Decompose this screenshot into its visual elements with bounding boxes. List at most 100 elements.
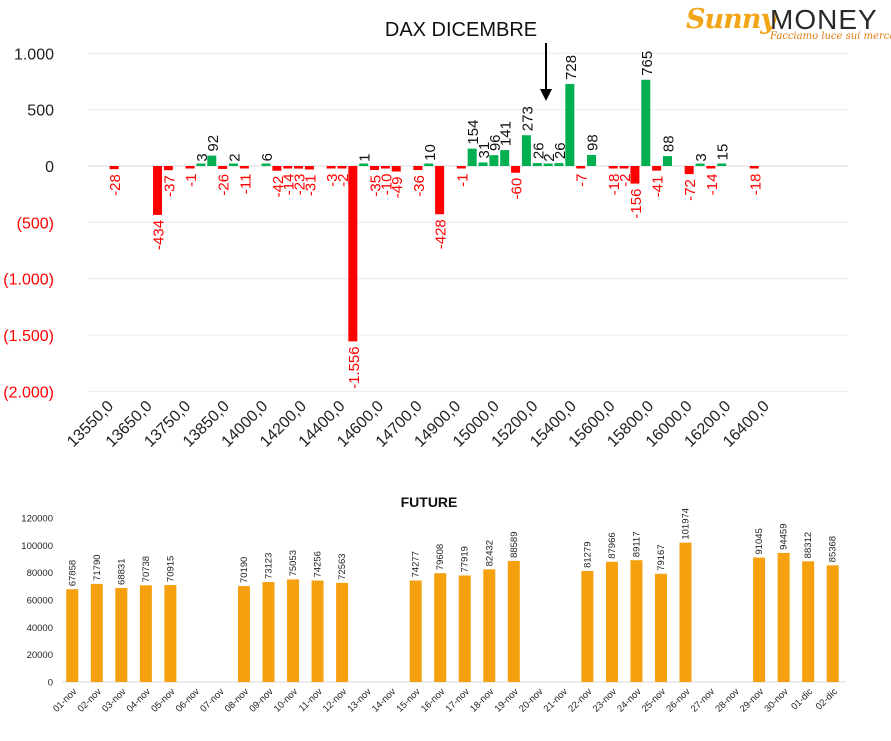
future-data-label: 88589 <box>509 532 520 558</box>
dax-bar <box>435 166 445 215</box>
dax-data-label: -36 <box>411 175 428 197</box>
dax-bar <box>456 166 466 169</box>
dax-data-label: -35 <box>368 175 385 197</box>
future-bar <box>262 582 275 682</box>
future-data-label: 74277 <box>411 551 422 577</box>
future-x-tick-label: 30-nov <box>762 686 790 714</box>
future-bar <box>409 580 422 682</box>
future-data-label: 91045 <box>754 528 765 554</box>
dax-data-label: 3 <box>194 153 211 161</box>
future-bar <box>164 585 177 682</box>
dax-bar <box>424 163 434 166</box>
future-x-tick-label: 02-dic <box>814 686 840 712</box>
future-x-tick-label: 09-nov <box>247 686 275 714</box>
dax-data-label: 1 <box>357 154 374 162</box>
future-x-tick-label: 01-nov <box>51 686 79 714</box>
future-x-tick-label: 20-nov <box>517 686 545 714</box>
dax-data-label: 2 <box>541 153 558 161</box>
dax-data-label: -3 <box>324 174 341 187</box>
dax-data-label: -26 <box>216 174 233 196</box>
dax-data-label: 88 <box>660 135 677 152</box>
dax-data-label: -42 <box>270 176 287 198</box>
dax-bar <box>304 166 314 170</box>
future-data-label: 72563 <box>337 553 348 579</box>
dax-bar <box>521 135 531 166</box>
future-bar <box>336 582 349 682</box>
dax-data-label: 15 <box>715 144 732 161</box>
future-data-label: 67858 <box>67 560 78 586</box>
future-x-tick-label: 15-nov <box>394 686 422 714</box>
dax-bar <box>554 163 564 166</box>
y-tick-label: (1.500) <box>3 328 54 345</box>
y-tick-label: 0 <box>45 159 54 176</box>
dax-data-label: 26 <box>552 142 569 159</box>
y-tick-label: 1.000 <box>14 46 54 63</box>
future-data-label: 87966 <box>607 532 618 558</box>
future-data-label: 70190 <box>239 557 250 583</box>
future-x-tick-label: 11-nov <box>297 686 325 714</box>
future-x-tick-label: 23-nov <box>591 686 619 714</box>
dax-data-label: -7 <box>574 174 591 187</box>
future-x-tick-label: 01-dic <box>789 686 815 712</box>
dax-data-label: -23 <box>292 174 309 196</box>
future-x-tick-label: 16-nov <box>419 686 447 714</box>
dax-bar <box>619 166 629 169</box>
dax-bar <box>717 163 727 166</box>
dax-bar <box>608 166 618 169</box>
future-data-label: 70915 <box>165 556 176 582</box>
future-bar <box>777 552 790 682</box>
future-bar <box>287 579 300 682</box>
future-y-tick-label: 80000 <box>27 568 53 579</box>
y-tick-label: (2.000) <box>3 384 54 401</box>
future-bar <box>434 573 447 682</box>
future-x-tick-label: 26-nov <box>664 686 692 714</box>
future-y-tick-label: 100000 <box>21 541 53 552</box>
dax-bar <box>153 166 163 215</box>
logo-money: MONEY <box>770 4 878 35</box>
future-y-tick-label: 40000 <box>27 623 53 634</box>
future-data-label: 94459 <box>779 523 790 549</box>
chart-title: DAX DICEMBRE <box>385 19 537 41</box>
dax-bar <box>272 166 282 171</box>
dax-bar <box>532 163 542 166</box>
future-x-tick-label: 22-nov <box>566 686 594 714</box>
future-bar <box>581 570 594 682</box>
dax-bar <box>478 162 488 166</box>
dax-data-label: -49 <box>389 177 406 199</box>
dax-data-label: -1 <box>183 174 200 187</box>
future-x-tick-label: 07-nov <box>198 686 226 714</box>
dax-data-label: 26 <box>530 142 547 159</box>
dax-data-label: -2 <box>617 174 634 187</box>
dax-data-label: 31 <box>476 142 493 159</box>
future-data-label: 82432 <box>484 540 495 566</box>
dax-bar <box>391 166 401 172</box>
dax-bar <box>218 166 228 169</box>
future-x-tick-label: 12-nov <box>321 686 349 714</box>
dax-data-label: 728 <box>563 55 580 80</box>
logo-sunny: Sunny <box>686 4 776 35</box>
future-x-tick-label: 13-nov <box>345 686 373 714</box>
future-data-label: 85368 <box>828 536 839 562</box>
future-bar <box>826 565 839 682</box>
future-data-label: 88312 <box>803 532 814 558</box>
dax-bar <box>587 154 597 166</box>
dax-bar <box>207 155 217 166</box>
dax-data-label: -37 <box>161 175 178 197</box>
future-data-label: 77919 <box>460 546 471 572</box>
dax-bar <box>185 166 195 169</box>
future-data-label: 68831 <box>116 559 127 585</box>
future-data-label: 81279 <box>582 541 593 567</box>
dax-data-label: 6 <box>259 153 276 161</box>
dax-bar <box>196 163 206 166</box>
future-bar <box>90 583 103 682</box>
dax-bar <box>652 166 662 171</box>
dax-data-label: -72 <box>682 179 699 201</box>
future-bar <box>605 561 618 682</box>
dax-bar <box>239 166 249 169</box>
dax-data-label: 98 <box>585 134 602 151</box>
dax-bar <box>109 166 119 170</box>
dax-bar <box>326 166 336 169</box>
future-data-label: 75053 <box>288 550 299 576</box>
dax-data-label: -428 <box>433 219 450 249</box>
